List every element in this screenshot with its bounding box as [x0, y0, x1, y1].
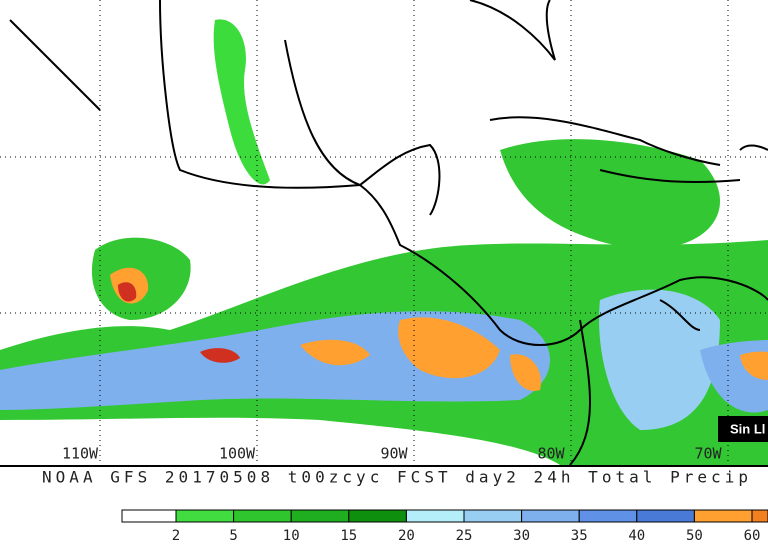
colorbar-label: 20 — [398, 528, 415, 544]
colorbar-label: 10 — [283, 528, 300, 544]
colorbar-swatch — [233, 509, 292, 523]
tooltip-text: Sin Ll — [730, 421, 765, 436]
longitude-label: 110W — [62, 445, 99, 463]
longitude-label: 100W — [219, 445, 256, 463]
longitude-label: 90W — [380, 445, 408, 463]
tooltip-box — [718, 416, 768, 442]
colorbar-swatch — [578, 509, 638, 523]
longitude-labels: 110W 100W 90W 80W 70W — [62, 445, 723, 463]
colorbar: 2 5 10 15 20 25 30 35 40 50 60 — [121, 509, 768, 544]
graticule — [0, 0, 768, 465]
longitude-label: 70W — [694, 445, 722, 463]
colorbar-swatch — [121, 509, 177, 523]
colorbar-swatch — [693, 509, 753, 523]
colorbar-label: 5 — [229, 528, 237, 544]
colorbar-label: 40 — [628, 528, 645, 544]
colorbar-label: 15 — [340, 528, 357, 544]
colorbar-label: 35 — [571, 528, 588, 544]
colorbar-label: 30 — [513, 528, 530, 544]
colorbar-swatch — [463, 509, 523, 523]
colorbar-swatch — [348, 509, 407, 523]
colorbar-swatch — [290, 509, 350, 523]
colorbar-swatch — [521, 509, 580, 523]
colorbar-label: 2 — [172, 528, 180, 544]
colorbar-swatch — [751, 509, 768, 523]
colorbar-swatch — [405, 509, 465, 523]
coastlines — [9, 0, 768, 466]
colorbar-swatch — [636, 509, 695, 523]
colorbar-swatch — [175, 509, 235, 523]
colorbar-label: 25 — [456, 528, 473, 544]
precip-field — [0, 19, 768, 465]
colorbar-label: 50 — [686, 528, 703, 544]
colorbar-label: 60 — [744, 528, 761, 544]
longitude-label: 80W — [537, 445, 565, 463]
